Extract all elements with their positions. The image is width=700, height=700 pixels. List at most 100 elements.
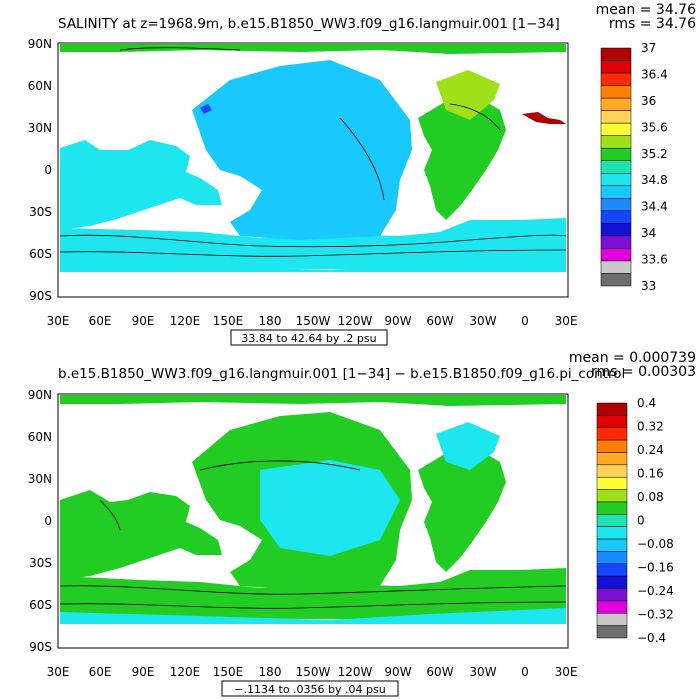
colorbar-swatch: [596, 526, 628, 540]
bottom-lat-label: 30N: [28, 472, 52, 486]
top-colorbar: 37 36.4 36 35.6 35.2 34.8 34.4 34 33.6 33: [600, 41, 668, 293]
colorbar-label: 0: [637, 514, 645, 528]
bottom-lon-label: 0: [521, 665, 529, 679]
colorbar-swatch: [596, 600, 628, 614]
colorbar-swatch: [600, 97, 632, 111]
colorbar-swatch: [600, 198, 632, 212]
colorbar-swatch: [596, 476, 628, 490]
top-lon-label: 30W: [469, 314, 496, 328]
bottom-lon-label: 30E: [47, 665, 70, 679]
bottom-lat-label: 60S: [29, 598, 52, 612]
colorbar-swatch: [596, 538, 628, 552]
colorbar-swatch: [596, 501, 628, 515]
colorbar-swatch: [600, 223, 632, 237]
colorbar-swatch: [596, 452, 628, 466]
colorbar-swatch: [596, 551, 628, 565]
colorbar-swatch: [600, 235, 632, 249]
colorbar-label: 0.08: [637, 490, 664, 504]
top-lat-label: 30N: [28, 121, 52, 135]
top-lat-axis: 90N 60N 30N 0 30S 60S 90S: [28, 37, 52, 303]
colorbar-swatch: [600, 273, 632, 287]
bottom-lon-label: 180: [259, 665, 282, 679]
colorbar-label: 34.8: [641, 173, 668, 187]
colorbar-label: −0.08: [637, 537, 674, 551]
colorbar-swatch: [596, 514, 628, 527]
bottom-title: b.e15.B1850_WW3.f09_g16.langmuir.001 [1−…: [58, 366, 625, 382]
top-lon-label: 0: [521, 314, 529, 328]
bottom-lat-label: 30S: [29, 556, 52, 570]
colorbar-swatch: [600, 160, 632, 174]
top-lon-label: 120W: [338, 314, 373, 328]
bottom-stat-rms: rms = 0.00303: [591, 364, 696, 380]
bottom-lon-label: 90W: [384, 665, 411, 679]
top-contour-info: 33.84 to 42.64 by .2 psu: [241, 332, 376, 345]
bottom-lon-label: 30W: [469, 665, 496, 679]
colorbar-label: 36.4: [641, 67, 668, 81]
top-contour-info-box: [230, 329, 388, 346]
colorbar-swatch: [596, 588, 628, 602]
bottom-contour-info: −.1134 to .0356 by .04 psu: [234, 683, 385, 696]
top-title: SALINITY at z=1968.9m, b.e15.B1850_WW3.f…: [58, 16, 560, 32]
colorbar-swatch: [600, 85, 632, 99]
colorbar-label: 0.24: [637, 443, 664, 457]
colorbar-label: −0.24: [637, 584, 674, 598]
colorbar-swatch: [600, 110, 632, 124]
colorbar-swatch: [600, 122, 632, 136]
top-lon-label: 90W: [384, 314, 411, 328]
bottom-lat-label: 0: [44, 514, 52, 528]
top-lat-label: 0: [44, 163, 52, 177]
colorbar-swatch: [596, 613, 628, 626]
bottom-stat-mean: mean = 0.000739: [569, 350, 696, 366]
colorbar-label: 33.6: [641, 253, 668, 267]
bottom-lon-label: 30E: [555, 665, 578, 679]
colorbar-swatch: [600, 210, 632, 224]
bottom-lat-label: 90S: [29, 640, 52, 654]
bottom-ocean-fill: [59, 395, 567, 624]
colorbar-swatch: [600, 135, 632, 149]
bottom-contour-info-box: [221, 680, 399, 697]
top-ocean-fill: [59, 44, 567, 272]
top-lon-label: 60W: [426, 314, 453, 328]
top-lon-label: 180: [259, 314, 282, 328]
bottom-lon-label: 150W: [296, 665, 331, 679]
top-lat-label: 30S: [29, 205, 52, 219]
colorbar-swatch: [600, 260, 632, 274]
colorbar-label: 37: [641, 41, 656, 55]
colorbar-swatch: [596, 563, 628, 577]
top-lon-label: 150E: [213, 314, 244, 328]
top-lon-label: 30E: [47, 314, 70, 328]
colorbar-label: 0.4: [637, 396, 656, 410]
top-lon-label: 120E: [170, 314, 201, 328]
colorbar-swatch: [596, 625, 628, 639]
top-stat-mean: mean = 34.76: [596, 2, 697, 18]
colorbar-swatch: [600, 47, 632, 61]
top-lon-label: 30E: [555, 314, 578, 328]
top-stat-rms: rms = 34.76: [609, 16, 696, 32]
top-lat-label: 90N: [28, 37, 52, 51]
bottom-lon-label: 120W: [338, 665, 373, 679]
colorbar-label: 0.16: [637, 467, 664, 481]
colorbar-label: 34: [641, 226, 656, 240]
colorbar-label: −0.4: [637, 631, 666, 645]
top-lon-label: 60E: [89, 314, 112, 328]
top-lat-label: 60S: [29, 247, 52, 261]
colorbar-swatch: [596, 439, 628, 453]
bottom-lon-label: 90E: [132, 665, 155, 679]
top-lat-label: 90S: [29, 289, 52, 303]
colorbar-label: 0.32: [637, 420, 664, 434]
bottom-lat-axis: 90N 60N 30N 0 30S 60S 90S: [28, 388, 52, 654]
colorbar-swatch: [600, 173, 632, 187]
top-lon-label: 90E: [132, 314, 155, 328]
colorbar-label: −0.32: [637, 608, 674, 622]
bottom-lon-label: 60W: [426, 665, 453, 679]
colorbar-label: 35.2: [641, 147, 668, 161]
colorbar-swatch: [596, 575, 628, 589]
colorbar-label: 35.6: [641, 120, 668, 134]
colorbar-swatch: [600, 248, 632, 262]
bottom-lon-label: 60E: [89, 665, 112, 679]
colorbar-label: 36: [641, 94, 656, 108]
top-lon-axis: 30E 60E 90E 120E 150E 180 150W 120W 90W …: [47, 314, 578, 328]
colorbar-swatch: [596, 464, 628, 478]
colorbar-swatch: [600, 185, 632, 199]
bottom-lon-label: 150E: [213, 665, 244, 679]
